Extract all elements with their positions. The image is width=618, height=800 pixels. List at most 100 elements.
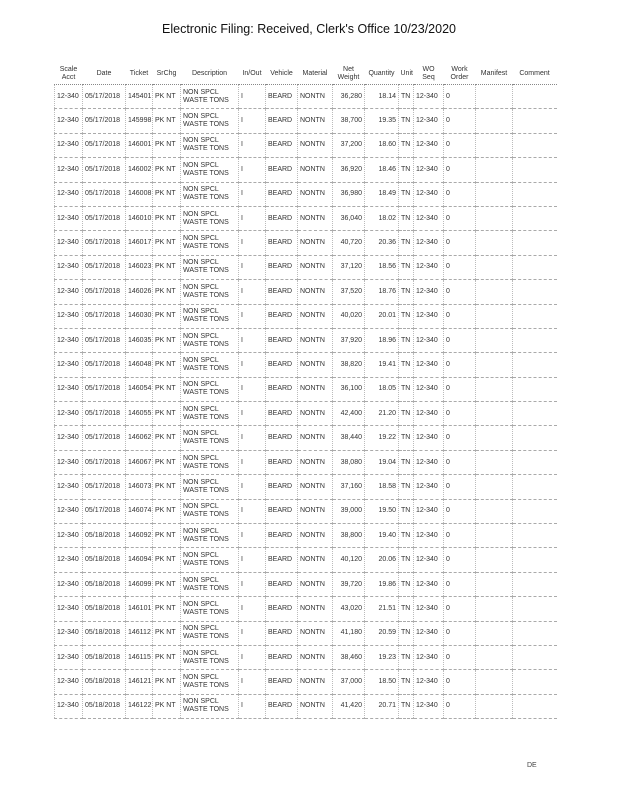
cell-work-order: 0	[443, 84, 476, 110]
table-row: 12-340 05/17/2018 146048 PK NT NON SPCL WAST…	[54, 352, 557, 378]
cell-manifest	[475, 133, 513, 159]
cell-ticket: 146062	[125, 425, 153, 451]
cell-date: 05/17/2018	[82, 352, 126, 378]
cell-srchg: PK NT	[152, 304, 181, 329]
cell-quantity: 18.05	[364, 377, 399, 403]
table-row: 12-340 05/17/2018 146073 PK NT NON SPCL WAST…	[54, 474, 557, 500]
cell-srchg: PK NT	[152, 255, 181, 281]
cell-wo-seq: 12-340	[413, 304, 444, 329]
cell-ticket: 146010	[125, 206, 153, 232]
cell-wo-seq: 12-340	[413, 157, 444, 183]
cell-quantity: 18.56	[364, 255, 399, 281]
table-row: 12-340 05/17/2018 146067 PK NT NON SPCL WAST…	[54, 450, 557, 476]
cell-scale-acct: 12-340	[54, 474, 83, 500]
cell-quantity: 18.50	[364, 669, 399, 695]
cell-comment	[512, 84, 557, 110]
cell-manifest	[475, 182, 513, 207]
cell-date: 05/18/2018	[82, 547, 126, 573]
cell-in-out: I	[238, 694, 266, 720]
cell-quantity: 19.23	[364, 645, 399, 671]
cell-comment	[512, 645, 557, 671]
cell-manifest	[475, 206, 513, 232]
cell-quantity: 18.60	[364, 133, 399, 159]
column-header: In/Out	[238, 64, 266, 85]
cell-in-out: I	[238, 596, 266, 622]
cell-in-out: I	[238, 230, 266, 256]
cell-material: NONTN	[297, 621, 333, 646]
cell-description: NON SPCL WASTE TONS	[180, 401, 239, 427]
cell-scale-acct: 12-340	[54, 450, 83, 476]
cell-manifest	[475, 645, 513, 671]
cell-vehicle: BEARD	[265, 474, 298, 500]
cell-comment	[512, 450, 557, 476]
cell-manifest	[475, 157, 513, 183]
column-header: SrChg	[152, 64, 181, 85]
cell-description: NON SPCL WASTE TONS	[180, 425, 239, 451]
cell-ticket: 145998	[125, 108, 153, 134]
cell-in-out: I	[238, 328, 266, 354]
cell-ticket: 146094	[125, 547, 153, 573]
cell-ticket: 146023	[125, 255, 153, 281]
cell-vehicle: BEARD	[265, 450, 298, 476]
cell-vehicle: BEARD	[265, 645, 298, 671]
cell-in-out: I	[238, 279, 266, 305]
cell-unit: TN	[398, 572, 414, 598]
cell-description: NON SPCL WASTE TONS	[180, 133, 239, 159]
cell-manifest	[475, 401, 513, 427]
cell-scale-acct: 12-340	[54, 157, 83, 183]
ticket-table: Scale Acct Date Ticket SrChg Description In/O…	[54, 64, 557, 720]
cell-description: NON SPCL WASTE TONS	[180, 182, 239, 207]
cell-work-order: 0	[443, 621, 476, 646]
cell-unit: TN	[398, 474, 414, 500]
cell-comment	[512, 523, 557, 549]
cell-quantity: 20.71	[364, 694, 399, 720]
cell-manifest	[475, 523, 513, 549]
cell-work-order: 0	[443, 474, 476, 500]
table-row: 12-340 05/17/2018 146074 PK NT NON SPCL WAST…	[54, 499, 557, 525]
cell-ticket: 146001	[125, 133, 153, 159]
table-row: 12-340 05/17/2018 145998 PK NT NON SPCL WAST…	[54, 108, 557, 134]
cell-unit: TN	[398, 694, 414, 720]
cell-quantity: 19.50	[364, 499, 399, 525]
cell-unit: TN	[398, 328, 414, 354]
cell-vehicle: BEARD	[265, 182, 298, 207]
cell-net-weight: 37,920	[332, 328, 365, 354]
cell-work-order: 0	[443, 108, 476, 134]
cell-ticket: 146026	[125, 279, 153, 305]
cell-material: NONTN	[297, 230, 333, 256]
cell-material: NONTN	[297, 108, 333, 134]
cell-in-out: I	[238, 304, 266, 329]
cell-description: NON SPCL WASTE TONS	[180, 279, 239, 305]
cell-manifest	[475, 279, 513, 305]
cell-manifest	[475, 230, 513, 256]
cell-scale-acct: 12-340	[54, 694, 83, 720]
table-row: 12-340 05/17/2018 146026 PK NT NON SPCL WAST…	[54, 279, 557, 305]
cell-net-weight: 41,420	[332, 694, 365, 720]
cell-manifest	[475, 499, 513, 525]
table-row: 12-340 05/17/2018 146055 PK NT NON SPCL WAST…	[54, 401, 557, 427]
cell-manifest	[475, 596, 513, 622]
cell-manifest	[475, 84, 513, 110]
cell-in-out: I	[238, 523, 266, 549]
cell-quantity: 20.06	[364, 547, 399, 573]
cell-material: NONTN	[297, 450, 333, 476]
cell-srchg: PK NT	[152, 645, 181, 671]
cell-net-weight: 37,160	[332, 474, 365, 500]
cell-net-weight: 42,400	[332, 401, 365, 427]
cell-wo-seq: 12-340	[413, 523, 444, 549]
cell-net-weight: 40,120	[332, 547, 365, 573]
cell-ticket: 146008	[125, 182, 153, 207]
table-row: 12-340 05/18/2018 146112 PK NT NON SPCL WAST…	[54, 621, 557, 646]
cell-net-weight: 38,440	[332, 425, 365, 451]
cell-description: NON SPCL WASTE TONS	[180, 450, 239, 476]
cell-unit: TN	[398, 182, 414, 207]
cell-description: NON SPCL WASTE TONS	[180, 596, 239, 622]
cell-srchg: PK NT	[152, 401, 181, 427]
cell-description: NON SPCL WASTE TONS	[180, 694, 239, 720]
table-row: 12-340 05/17/2018 146035 PK NT NON SPCL WAST…	[54, 328, 557, 354]
cell-manifest	[475, 328, 513, 354]
cell-quantity: 20.01	[364, 304, 399, 329]
cell-description: NON SPCL WASTE TONS	[180, 377, 239, 403]
cell-srchg: PK NT	[152, 108, 181, 134]
